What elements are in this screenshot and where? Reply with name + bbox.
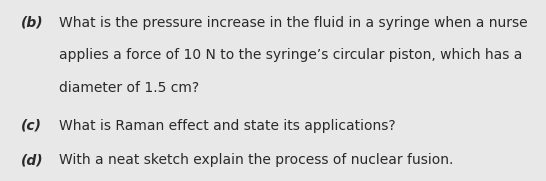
Text: (b): (b) xyxy=(21,16,43,30)
Text: What is the pressure increase in the fluid in a syringe when a nurse: What is the pressure increase in the flu… xyxy=(59,16,527,30)
Text: (c): (c) xyxy=(21,119,41,133)
Text: With a neat sketch explain the process of nuclear fusion.: With a neat sketch explain the process o… xyxy=(59,153,453,167)
Text: diameter of 1.5 cm?: diameter of 1.5 cm? xyxy=(59,81,199,95)
Text: What is Raman effect and state its applications?: What is Raman effect and state its appli… xyxy=(59,119,396,133)
Text: (d): (d) xyxy=(21,153,43,167)
Text: applies a force of 10 N to the syringe’s circular piston, which has a: applies a force of 10 N to the syringe’s… xyxy=(59,48,523,62)
